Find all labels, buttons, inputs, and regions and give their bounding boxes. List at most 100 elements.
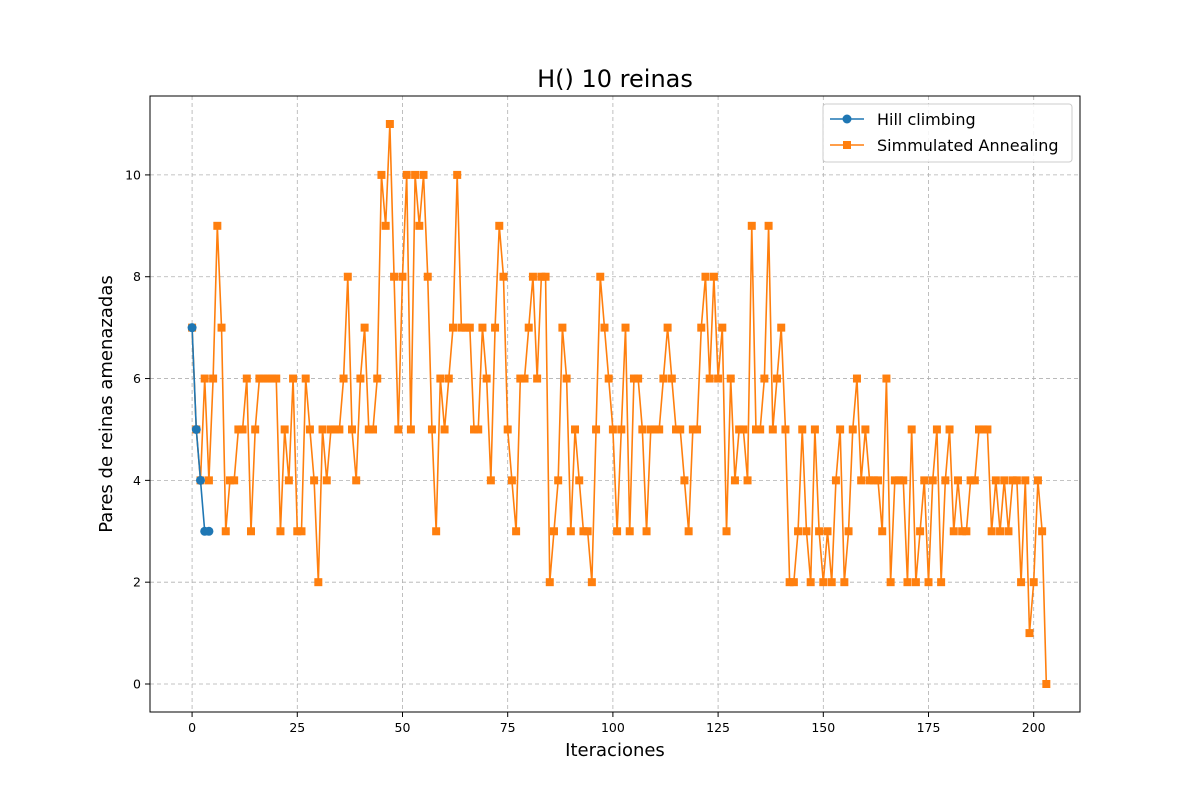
data-point [448,323,457,332]
data-point [739,425,748,434]
data-point [470,425,479,434]
data-point [284,476,293,485]
data-point [777,323,786,332]
data-point [440,425,449,434]
data-point [512,527,521,536]
chart-title: H() 10 reinas [537,65,693,93]
legend-box [822,103,1073,163]
data-point [886,578,895,587]
data-point [453,170,462,179]
data-point [234,425,243,434]
x-tick-label: 150 [811,720,835,735]
data-point [991,476,1000,485]
data-point [996,527,1005,536]
data-point [697,323,706,332]
data-point [482,374,491,383]
data-point [566,527,575,536]
data-point [516,374,525,383]
data-point [394,425,403,434]
data-point [920,476,929,485]
data-point [587,578,596,587]
data-point [718,323,727,332]
data-point [747,221,756,230]
data-point [970,476,979,485]
data-point [1042,680,1051,688]
data-point [815,527,824,536]
data-point [785,578,794,587]
data-point [427,425,436,434]
data-point [436,374,445,383]
data-point [533,374,542,383]
data-point [848,425,857,434]
data-point [209,374,218,383]
data-point [381,221,390,230]
data-point [263,374,272,383]
data-point [554,476,563,485]
data-point [899,476,908,485]
data-point [444,374,453,383]
data-point [301,374,310,383]
data-point [310,476,319,485]
data-point [549,527,558,536]
data-point [890,476,899,485]
data-point [629,374,638,383]
data-point [558,323,567,332]
data-point [806,578,815,587]
data-point [701,272,710,281]
data-point [819,578,828,587]
data-point [545,578,554,587]
data-point [962,527,971,536]
data-point [528,272,537,281]
data-point [932,425,941,434]
data-point [1021,476,1030,485]
data-point [524,323,533,332]
x-tick-label: 0 [188,720,196,735]
data-point [655,425,664,434]
data-point [1033,476,1042,485]
data-point [756,425,765,434]
data-point [722,527,731,536]
plot-frame [149,95,1081,713]
data-point [949,527,958,536]
data-point [613,527,622,536]
data-point [1008,476,1017,485]
data-point [768,425,777,434]
y-tick-label: 6 [133,371,141,386]
data-point [238,425,247,434]
data-point [491,323,500,332]
y-tick-label: 8 [133,269,141,284]
data-point [411,170,420,179]
data-point [650,425,659,434]
data-point [844,527,853,536]
legend-label-simulated-annealing: Simmulated Annealing [877,136,1059,155]
data-point [831,476,840,485]
data-point [810,425,819,434]
data-point [1025,629,1034,638]
data-point [373,374,382,383]
data-point [187,323,197,333]
data-point [794,527,803,536]
data-point [402,170,411,179]
data-point [1004,527,1013,536]
data-point [1012,476,1021,485]
data-point [907,425,916,434]
data-point [432,527,441,536]
data-point [369,425,378,434]
data-point [798,425,807,434]
data-point [331,425,340,434]
data-point [259,374,268,383]
data-point [385,120,394,128]
data-point [474,425,483,434]
data-point [743,476,752,485]
x-axis-ticks: 0 25 50 75 100 125 150 175 200 [188,712,1046,735]
data-point [230,476,239,485]
data-point [987,527,996,536]
data-point [617,425,626,434]
data-point [478,323,487,332]
y-tick-label: 0 [133,677,141,692]
data-point [486,476,495,485]
data-point [608,425,617,434]
data-point [941,476,950,485]
data-point [272,374,281,383]
data-point [596,272,605,281]
